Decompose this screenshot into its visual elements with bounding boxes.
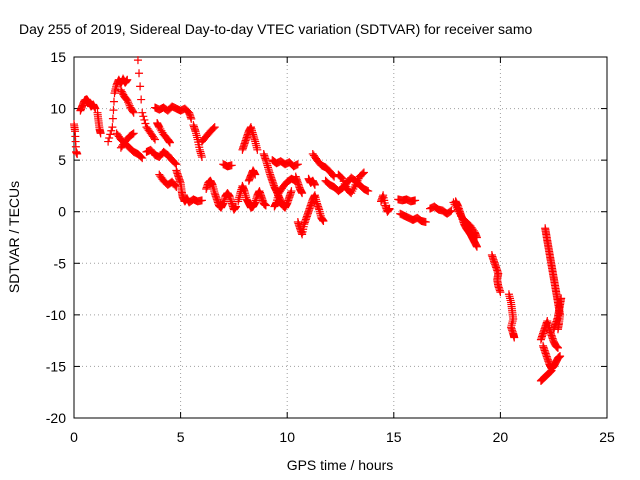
data-point	[209, 124, 218, 133]
data-point	[385, 204, 394, 213]
data-point	[232, 202, 241, 211]
y-tick-label: 0	[58, 204, 66, 220]
data-point	[129, 129, 138, 138]
y-tick-label: 5	[58, 152, 66, 168]
data-point	[133, 56, 142, 65]
data-point	[421, 218, 430, 227]
data-point	[411, 196, 420, 205]
data-point	[447, 206, 456, 215]
y-tick-label: 15	[50, 49, 66, 65]
data-point	[454, 207, 463, 216]
data-point	[73, 149, 82, 158]
data-point	[210, 123, 219, 132]
data-point	[139, 112, 148, 121]
data-point	[227, 161, 236, 170]
data-point	[348, 187, 357, 196]
y-tick-label: -10	[46, 307, 66, 323]
data-point	[91, 104, 100, 113]
data-point	[108, 123, 117, 132]
data-point	[123, 96, 132, 105]
data-point	[96, 129, 105, 138]
data-point	[140, 115, 149, 124]
data-point	[171, 181, 180, 190]
y-tick-label: 10	[50, 101, 66, 117]
x-tick-label: 0	[70, 429, 78, 445]
x-tick-label: 15	[386, 429, 402, 445]
data-point	[472, 233, 481, 242]
data-point	[129, 108, 138, 117]
x-tick-label: 20	[493, 429, 509, 445]
y-tick-label: -5	[54, 255, 67, 271]
data-point	[310, 180, 319, 189]
data-point	[124, 98, 133, 107]
data-point	[455, 209, 464, 218]
data-point	[165, 138, 174, 147]
data-point	[446, 207, 455, 216]
grid-lines	[74, 57, 607, 418]
data-point	[352, 178, 361, 187]
data-point	[287, 187, 296, 196]
data-point	[135, 69, 144, 78]
y-tick-label: -20	[46, 410, 66, 426]
data-point	[556, 352, 565, 361]
data-point	[261, 201, 270, 210]
data-point	[106, 130, 115, 139]
data-point	[105, 133, 114, 142]
data-point	[350, 182, 359, 191]
data-point	[197, 196, 206, 205]
data-point	[251, 170, 260, 179]
plot-frame	[73, 56, 608, 419]
data-point	[351, 180, 360, 189]
data-point	[138, 154, 147, 163]
data-points	[70, 56, 566, 385]
x-tick-label: 5	[177, 429, 185, 445]
data-point	[197, 153, 206, 162]
data-point	[124, 99, 133, 108]
data-point	[298, 189, 307, 198]
data-point	[138, 108, 147, 117]
data-point	[141, 119, 150, 128]
data-point	[171, 159, 180, 168]
data-point	[472, 242, 481, 251]
data-point	[109, 106, 118, 115]
data-point	[107, 126, 116, 135]
data-point	[510, 333, 519, 342]
data-point	[104, 137, 113, 146]
data-point	[128, 130, 137, 139]
data-point	[547, 366, 556, 375]
data-point	[137, 153, 146, 162]
data-point	[128, 107, 137, 116]
data-point	[557, 294, 566, 303]
y-axis-label: SDTVAR / TECUs	[6, 181, 22, 293]
data-point	[187, 114, 196, 123]
data-point	[359, 168, 368, 177]
data-point	[553, 343, 562, 352]
data-point	[358, 169, 367, 178]
data-point	[353, 176, 362, 185]
data-point	[293, 160, 302, 169]
data-point	[253, 145, 262, 154]
data-point	[108, 114, 117, 123]
data-point	[319, 216, 328, 225]
axis-ticks: 0 5 10 15 20 25 15 10 5 0 -5 -10 -15 -20	[46, 49, 615, 445]
data-point	[349, 185, 358, 194]
y-tick-label: -15	[46, 358, 66, 374]
data-point	[109, 97, 118, 106]
x-tick-label: 10	[279, 429, 295, 445]
data-point	[137, 95, 146, 104]
data-point	[136, 82, 145, 91]
data-point	[123, 75, 132, 84]
chart-title: Day 255 of 2019, Sidereal Day-to-day VTE…	[19, 21, 532, 37]
data-point	[149, 133, 158, 142]
data-point	[151, 135, 160, 144]
x-tick-label: 25	[599, 429, 615, 445]
data-point	[364, 187, 373, 196]
data-point	[347, 189, 356, 198]
data-point	[453, 205, 462, 214]
x-axis-label: GPS time / hours	[287, 457, 394, 473]
data-point	[496, 288, 505, 297]
